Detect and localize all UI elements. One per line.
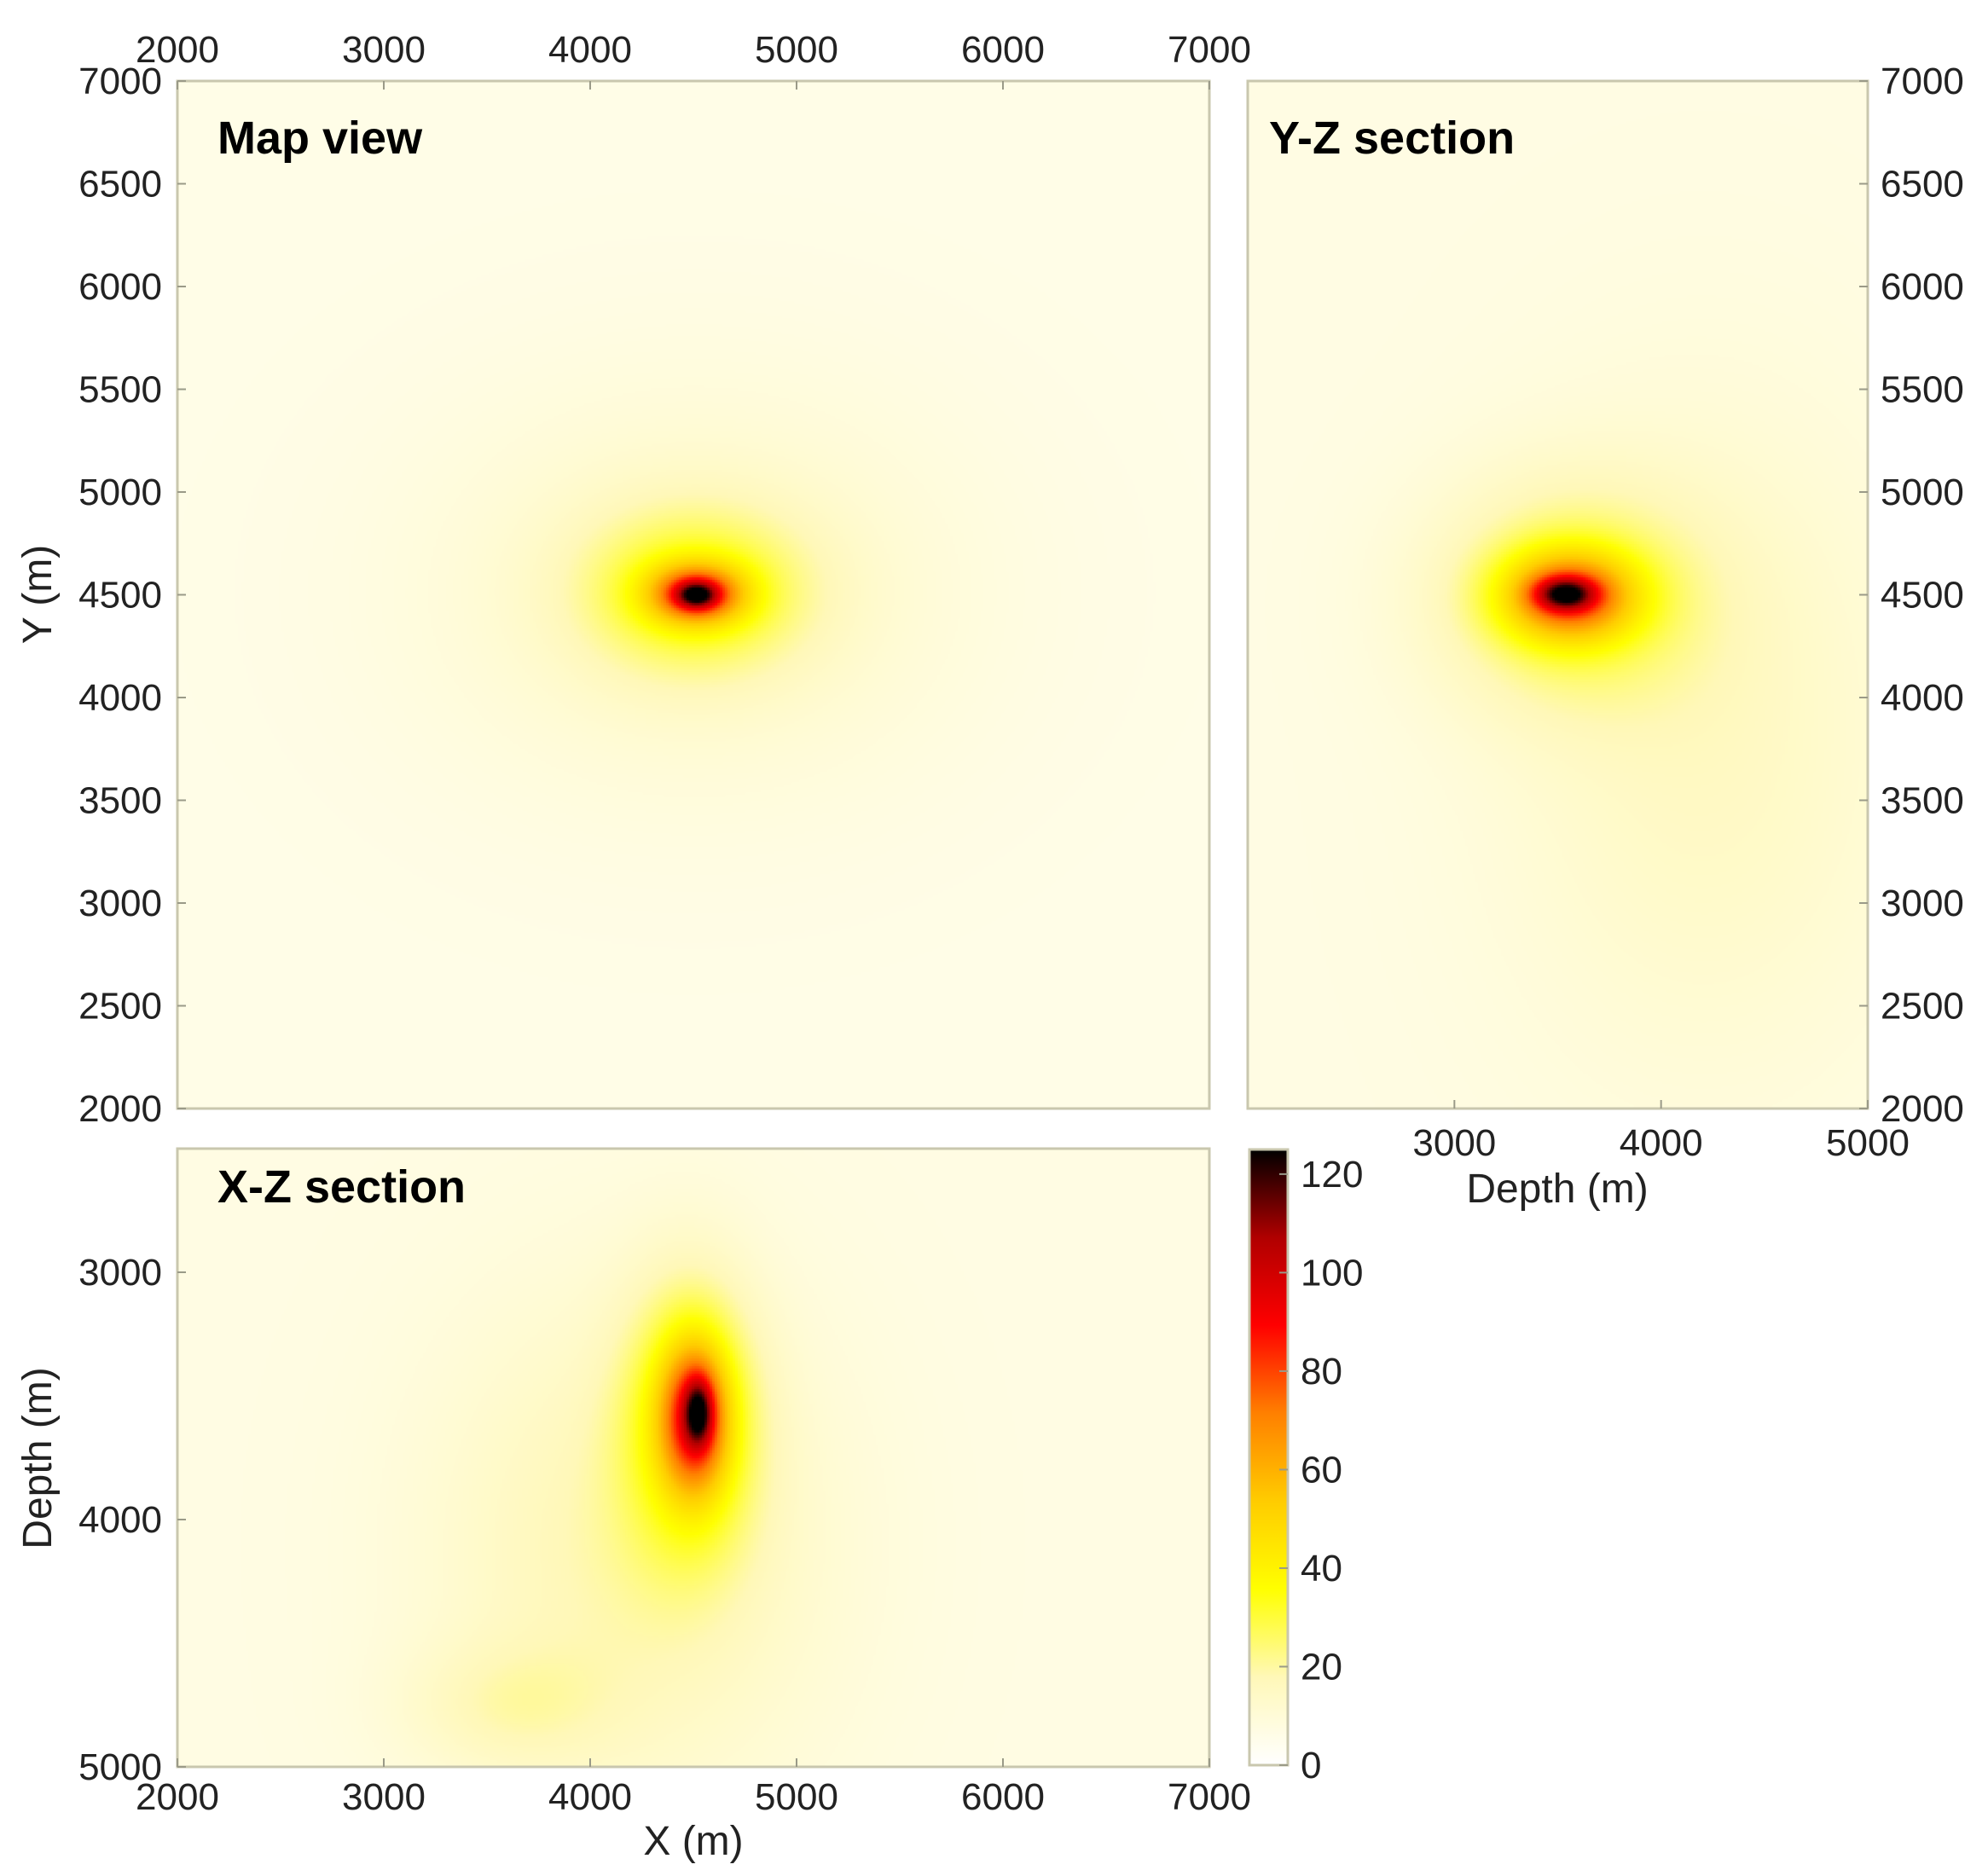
map-view-y-tick-label: 6000	[78, 266, 162, 308]
map-view-x-tick-label: 5000	[755, 29, 838, 71]
map-view-x-tick-label: 3000	[342, 29, 426, 71]
yz-section-heatmap	[1248, 81, 1868, 1109]
colorbar: 0 20 40 60 80 100 120	[1248, 1148, 1363, 1786]
xz-section-y-axis-label: Depth (m)	[15, 1367, 61, 1549]
colorbar-frame	[1248, 1148, 1290, 1767]
colorbar-tick-label: 20	[1301, 1646, 1342, 1688]
xz-section-title: X-Z section	[217, 1161, 466, 1213]
yz-section-y-ticks-right: 2000 2500 3000 3500 4000 4500 5000 5500 6000 6500…	[1859, 61, 1964, 1130]
map-view-y-tick-label: 3500	[78, 780, 162, 822]
colorbar-tick-label: 60	[1301, 1449, 1342, 1491]
map-view-x-tick-label: 6000	[961, 29, 1045, 71]
map-view-y-tick-label: 6500	[78, 164, 162, 206]
map-view-y-tick-label: 2500	[78, 986, 162, 1028]
yz-section-y-tick-label: 6000	[1881, 266, 1964, 308]
map-view-y-tick-label: 4000	[78, 677, 162, 719]
xz-section-y-tick-label: 4000	[78, 1499, 162, 1541]
yz-section-x-tick-label: 4000	[1620, 1122, 1703, 1164]
yz-section-y-tick-label: 3500	[1881, 780, 1964, 822]
map-view-x-tick-label: 7000	[1168, 29, 1251, 71]
yz-section-y-tick-label: 3000	[1881, 883, 1964, 924]
colorbar-tick-label: 40	[1301, 1548, 1342, 1589]
map-view-x-tick-label: 4000	[548, 29, 632, 71]
yz-section-x-tick-label: 5000	[1826, 1122, 1910, 1164]
xz-section-x-tick-label: 2000	[136, 1776, 219, 1818]
yz-section-y-tick-label: 4500	[1881, 575, 1964, 617]
xz-section-y-ticks-left: 3000 4000 5000	[78, 1252, 186, 1788]
map-view-heatmap	[177, 81, 1209, 1109]
yz-section-y-tick-label: 5500	[1881, 369, 1964, 411]
map-view-y-tick-label: 7000	[78, 61, 162, 102]
yz-section-y-tick-label: 5000	[1881, 472, 1964, 513]
map-view-x-tick-label: 2000	[136, 29, 219, 71]
map-view-y-tick-label: 3000	[78, 883, 162, 924]
map-view-y-ticks-left: 2000 2500 3000 3500 4000 4500 5000 5500 6000 6500…	[78, 61, 186, 1130]
map-view-y-tick-label: 5000	[78, 472, 162, 513]
yz-section-y-tick-label: 7000	[1881, 61, 1964, 102]
map-view-y-axis-label: Y (m)	[15, 545, 61, 644]
map-view-y-tick-label: 5500	[78, 369, 162, 411]
xz-section-frame	[176, 1147, 1211, 1769]
map-view-x-ticks-top: 2000 3000 4000 5000 6000 7000	[136, 29, 1251, 90]
map-view-y-tick-label: 2000	[78, 1088, 162, 1130]
yz-section-x-ticks: 3000 4000 5000	[1412, 1100, 1910, 1164]
yz-section-x-axis-label: Depth (m)	[1466, 1167, 1648, 1212]
colorbar-tick-label: 100	[1301, 1252, 1363, 1294]
xz-section-x-tick-label: 4000	[548, 1776, 632, 1818]
colorbar-ticks: 0 20 40 60 80 100 120	[1279, 1154, 1363, 1786]
colorbar-gradient	[1249, 1149, 1288, 1765]
xz-section-x-axis-label: X (m)	[643, 1819, 743, 1864]
xz-section-y-tick-label: 3000	[78, 1252, 162, 1294]
colorbar-tick-label: 80	[1301, 1351, 1342, 1393]
xz-section-x-tick-label: 6000	[961, 1776, 1045, 1818]
xz-section-heatmap	[177, 1149, 1209, 1767]
map-view-y-tick-label: 4500	[78, 575, 162, 617]
colorbar-tick-label: 0	[1301, 1745, 1321, 1786]
yz-section-x-tick-label: 3000	[1412, 1122, 1496, 1164]
xz-section-panel: 2000 3000 4000 5000 6000 7000 3000 4000 5000 X-…	[15, 1147, 1251, 1864]
map-view-title: Map view	[217, 113, 423, 164]
yz-section-y-tick-label: 2500	[1881, 986, 1964, 1028]
xz-section-x-tick-label: 3000	[342, 1776, 426, 1818]
yz-section-y-tick-label: 6500	[1881, 164, 1964, 206]
yz-section-y-tick-label: 2000	[1881, 1088, 1964, 1130]
yz-section-y-tick-label: 4000	[1881, 677, 1964, 719]
yz-section-panel: 3000 4000 5000 2000 2500 3000 3500 4000 4500 500…	[1246, 61, 1964, 1212]
xz-section-y-tick-label: 5000	[78, 1746, 162, 1788]
map-view-panel: 2000 3000 4000 5000 6000 7000 2000 2500 3000 350…	[15, 29, 1251, 1130]
xz-section-x-ticks: 2000 3000 4000 5000 6000 7000	[136, 1758, 1251, 1818]
yz-section-title: Y-Z section	[1269, 113, 1515, 164]
colorbar-tick-label: 120	[1301, 1154, 1363, 1196]
xz-section-x-tick-label: 5000	[755, 1776, 838, 1818]
xz-section-x-tick-label: 7000	[1168, 1776, 1251, 1818]
